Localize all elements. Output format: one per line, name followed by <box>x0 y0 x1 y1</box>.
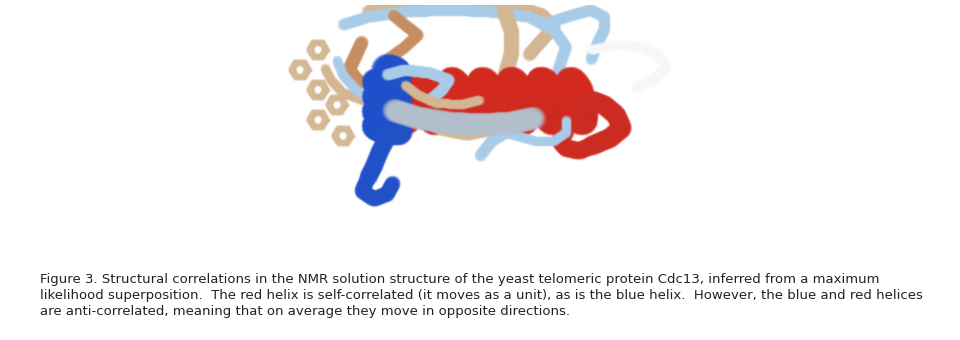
Text: likelihood superposition.  The red helix is self-correlated (it moves as a unit): likelihood superposition. The red helix … <box>40 289 923 302</box>
Text: Figure 3. Structural correlations in the NMR solution structure of the yeast tel: Figure 3. Structural correlations in the… <box>40 273 879 286</box>
Text: are anti-correlated, meaning that on average they move in opposite directions.: are anti-correlated, meaning that on ave… <box>40 305 570 318</box>
